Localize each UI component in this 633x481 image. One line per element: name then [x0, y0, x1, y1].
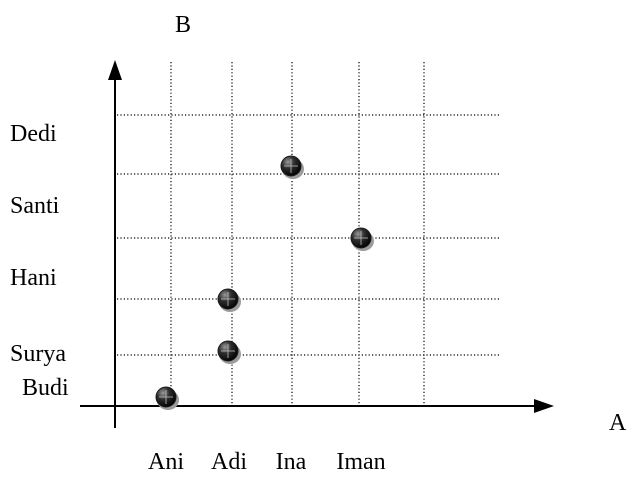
data-point — [217, 288, 241, 312]
data-point — [217, 340, 241, 364]
axes — [80, 60, 554, 428]
x-axis-title: A — [609, 410, 627, 436]
y-tick-labels: Budi Surya Hani Santi Dedi — [10, 121, 69, 401]
y-tick-label: Hani — [10, 265, 57, 291]
data-point — [280, 155, 304, 179]
y-axis-title: B — [175, 12, 191, 38]
y-tick-label: Budi — [22, 375, 69, 401]
data-point — [350, 227, 374, 251]
x-tick-label: Adi — [211, 449, 247, 475]
data-point — [155, 386, 179, 410]
x-tick-label: Ani — [148, 449, 184, 475]
x-tick-labels: Ani Adi Ina Iman — [148, 449, 386, 475]
y-tick-label: Dedi — [10, 121, 57, 147]
data-points — [155, 155, 374, 410]
grid-lines — [117, 62, 500, 405]
x-tick-label: Iman — [336, 449, 385, 475]
y-axis-arrowhead — [108, 60, 122, 80]
y-tick-label: Santi — [10, 193, 60, 219]
x-axis-arrowhead — [534, 399, 554, 413]
y-tick-label: Surya — [10, 341, 66, 367]
x-tick-label: Ina — [276, 449, 307, 475]
